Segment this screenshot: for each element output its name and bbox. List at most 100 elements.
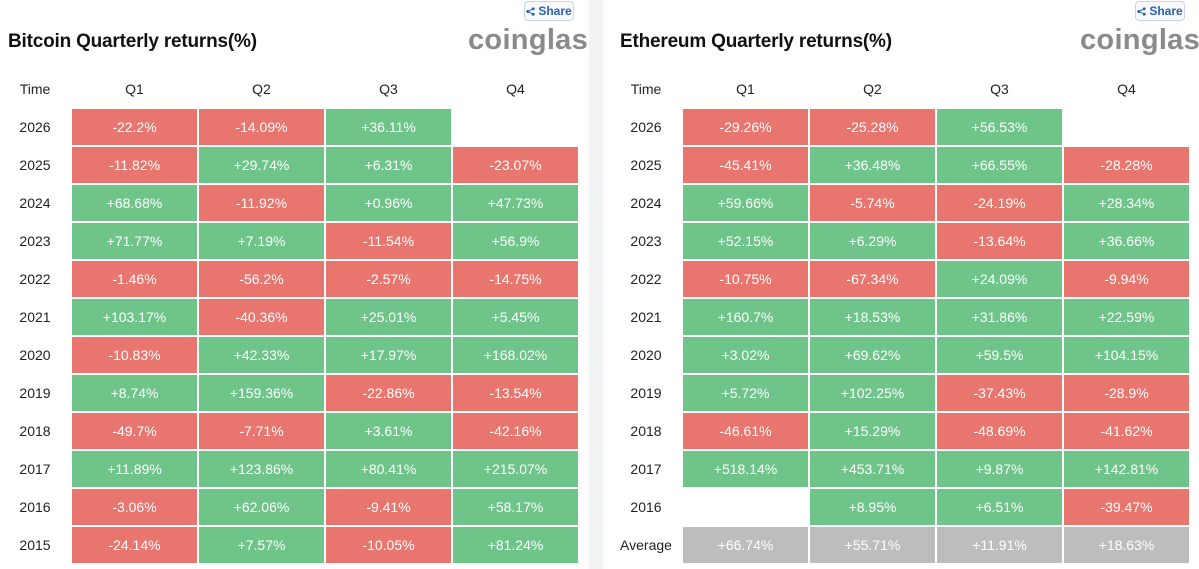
return-cell: -24.19% [937, 185, 1062, 221]
return-cell: +453.71% [810, 451, 935, 487]
row-label: 2022 [19, 271, 51, 287]
share-icon [1137, 6, 1146, 16]
row-label: 2026 [19, 119, 51, 135]
header-time: Time [630, 81, 662, 97]
row-label: 2024 [19, 195, 51, 211]
ethereum-panel: Share Ethereum Quarterly returns(%) coin… [603, 0, 1199, 569]
return-cell: +17.97% [326, 337, 451, 373]
row-label: 2023 [630, 233, 662, 249]
return-cell: +22.59% [1064, 299, 1189, 335]
return-cell: -48.69% [937, 413, 1062, 449]
return-cell: -11.54% [326, 223, 451, 259]
return-cell: +47.73% [453, 185, 578, 221]
return-cell: +18.63% [1064, 527, 1189, 563]
row-label: 2015 [19, 537, 51, 553]
row-label: 2023 [19, 233, 51, 249]
header-q1: Q1 [736, 81, 755, 97]
return-cell: +29.74% [199, 147, 324, 183]
return-cell: +56.53% [937, 109, 1062, 145]
return-cell: +18.53% [810, 299, 935, 335]
row-label: 2024 [630, 195, 662, 211]
return-cell: +36.66% [1064, 223, 1189, 259]
return-cell: +215.07% [453, 451, 578, 487]
return-cell: +69.62% [810, 337, 935, 373]
returns-table: Time Q1 Q2 Q3 Q4 2026 -22.2% -14.09% +36.11% 2025… [0, 71, 578, 563]
return-cell: -22.86% [326, 375, 451, 411]
return-cell: +62.06% [199, 489, 324, 525]
share-label: Share [538, 4, 572, 18]
return-cell: +58.17% [453, 489, 578, 525]
return-cell: +55.71% [810, 527, 935, 563]
share-label: Share [1149, 4, 1183, 18]
return-cell: +28.34% [1064, 185, 1189, 221]
row-label: 2025 [630, 157, 662, 173]
return-cell: -41.62% [1064, 413, 1189, 449]
return-cell: +42.33% [199, 337, 324, 373]
return-cell: +5.45% [453, 299, 578, 335]
return-cell: +36.48% [810, 147, 935, 183]
return-cell: +3.61% [326, 413, 451, 449]
row-label: 2020 [19, 347, 51, 363]
row-label: 2021 [19, 309, 51, 325]
return-cell: -9.41% [326, 489, 451, 525]
share-icon [526, 6, 535, 16]
return-cell: +66.74% [683, 527, 808, 563]
return-cell: -40.36% [199, 299, 324, 335]
return-cell: -37.43% [937, 375, 1062, 411]
return-cell: +3.02% [683, 337, 808, 373]
return-cell: +25.01% [326, 299, 451, 335]
brand-logo: coinglass [468, 24, 605, 56]
return-cell: +8.95% [810, 489, 935, 525]
return-cell: +6.31% [326, 147, 451, 183]
return-cell: -14.75% [453, 261, 578, 297]
panel-divider [589, 0, 603, 569]
return-cell [683, 489, 808, 525]
return-cell: +160.7% [683, 299, 808, 335]
row-label: 2021 [630, 309, 662, 325]
return-cell: +102.25% [810, 375, 935, 411]
return-cell: -23.07% [453, 147, 578, 183]
return-cell: +59.66% [683, 185, 808, 221]
return-cell: -28.9% [1064, 375, 1189, 411]
returns-table: Time Q1 Q2 Q3 Q4 2026 -29.26% -25.28% +56.53% 202… [611, 71, 1189, 563]
return-cell: +123.86% [199, 451, 324, 487]
return-cell: +0.96% [326, 185, 451, 221]
return-cell: -14.09% [199, 109, 324, 145]
row-label: 2022 [630, 271, 662, 287]
row-label: 2017 [19, 461, 51, 477]
row-label: 2026 [630, 119, 662, 135]
return-cell: -42.16% [453, 413, 578, 449]
return-cell [1064, 109, 1189, 145]
return-cell: -7.71% [199, 413, 324, 449]
header-q2: Q2 [252, 81, 271, 97]
return-cell: -9.94% [1064, 261, 1189, 297]
return-cell: +518.14% [683, 451, 808, 487]
header-q4: Q4 [1117, 81, 1136, 97]
return-cell [453, 109, 578, 145]
header-q3: Q3 [379, 81, 398, 97]
row-label: 2019 [630, 385, 662, 401]
return-cell: -45.41% [683, 147, 808, 183]
return-cell: -11.92% [199, 185, 324, 221]
return-cell: -24.14% [72, 527, 197, 563]
return-cell: +66.55% [937, 147, 1062, 183]
return-cell: +11.89% [72, 451, 197, 487]
return-cell: +104.15% [1064, 337, 1189, 373]
return-cell: +81.24% [453, 527, 578, 563]
return-cell: -11.82% [72, 147, 197, 183]
return-cell: +80.41% [326, 451, 451, 487]
return-cell: +7.19% [199, 223, 324, 259]
return-cell: +142.81% [1064, 451, 1189, 487]
return-cell: +9.87% [937, 451, 1062, 487]
panel-title: Ethereum Quarterly returns(%) [620, 31, 892, 52]
share-button[interactable]: Share [524, 1, 574, 21]
return-cell: +24.09% [937, 261, 1062, 297]
bitcoin-panel: Share Bitcoin Quarterly returns(%) coing… [0, 0, 604, 569]
return-cell: +168.02% [453, 337, 578, 373]
share-button[interactable]: Share [1135, 1, 1185, 21]
return-cell: +103.17% [72, 299, 197, 335]
return-cell: +6.29% [810, 223, 935, 259]
row-label: 2018 [630, 423, 662, 439]
return-cell: -49.7% [72, 413, 197, 449]
return-cell: -25.28% [810, 109, 935, 145]
